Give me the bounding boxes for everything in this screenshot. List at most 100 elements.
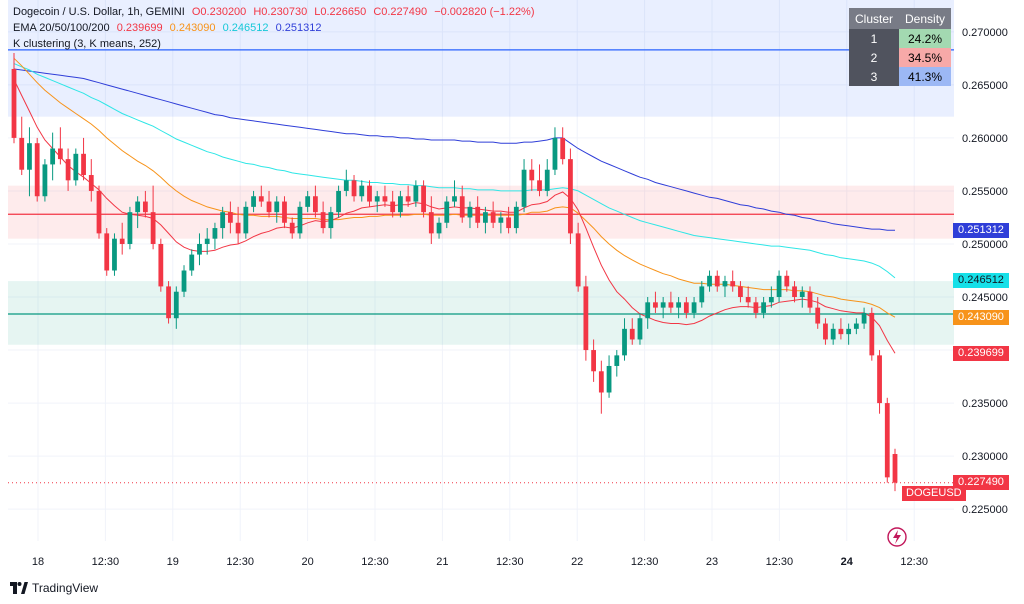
candle bbox=[204, 238, 210, 244]
candle bbox=[583, 286, 589, 351]
x-axis-tick-label: 12:30 bbox=[631, 556, 659, 568]
candle bbox=[475, 206, 481, 223]
ema100-value: 0.246512 bbox=[222, 22, 269, 34]
candle bbox=[683, 302, 689, 313]
ema50-price-label: 0.243090 bbox=[953, 309, 1009, 325]
tradingview-logo[interactable]: TradingView bbox=[10, 581, 98, 595]
y-axis-tick-label: 0.225000 bbox=[962, 504, 1008, 516]
candle bbox=[622, 328, 627, 356]
candle bbox=[846, 328, 852, 335]
x-axis-tick-label: 20 bbox=[301, 556, 313, 568]
candle bbox=[776, 275, 782, 298]
candle bbox=[544, 169, 550, 191]
cluster-id: 2 bbox=[849, 48, 900, 67]
chart-legend-ema: EMA 20/50/100/200 0.239699 0.243090 0.24… bbox=[13, 22, 325, 34]
ohlc-open: O0.230200 bbox=[191, 6, 247, 18]
cluster-zone-2 bbox=[8, 185, 954, 239]
ema100-price-label: 0.246512 bbox=[953, 273, 1009, 289]
x-axis-tick-label: 18 bbox=[32, 556, 44, 568]
candle bbox=[714, 275, 720, 287]
ticker-label: DOGEUSD bbox=[902, 486, 966, 501]
ohlc-close: C0.227490 bbox=[373, 6, 428, 18]
candle bbox=[815, 307, 821, 324]
candle bbox=[19, 137, 25, 170]
candle bbox=[830, 328, 836, 340]
candle bbox=[312, 196, 318, 213]
candle bbox=[142, 201, 148, 213]
candle bbox=[869, 312, 875, 356]
candle bbox=[877, 355, 882, 404]
candle bbox=[838, 328, 844, 335]
candle bbox=[707, 275, 712, 287]
cluster-zone-3 bbox=[8, 0, 954, 117]
candle bbox=[799, 291, 805, 298]
candle bbox=[413, 185, 419, 202]
candle bbox=[676, 302, 682, 308]
candle bbox=[158, 243, 164, 287]
lightning-bolt-icon bbox=[893, 530, 901, 544]
candle bbox=[382, 196, 388, 202]
candle bbox=[668, 302, 674, 308]
candle bbox=[73, 153, 79, 181]
ema-label: EMA 20/50/100/200 bbox=[13, 22, 110, 34]
cluster-row: 1 24.2% bbox=[849, 29, 952, 48]
candle bbox=[421, 185, 426, 213]
candle bbox=[892, 454, 898, 483]
x-axis-tick-label: 21 bbox=[436, 556, 448, 568]
chart-legend-symbol: Dogecoin / U.S. Dollar, 1h, GEMINI O0.23… bbox=[13, 6, 539, 18]
y-axis-tick-label: 0.260000 bbox=[962, 133, 1008, 145]
candle bbox=[521, 169, 527, 207]
candle bbox=[444, 201, 450, 223]
candle bbox=[351, 180, 357, 197]
cluster-header: Cluster bbox=[849, 8, 900, 29]
candle bbox=[629, 328, 635, 340]
lightning-icon bbox=[887, 527, 907, 547]
ema20-value: 0.239699 bbox=[116, 22, 163, 34]
density-header: Density bbox=[899, 8, 952, 29]
candle bbox=[112, 238, 117, 271]
candle bbox=[467, 206, 473, 218]
candle bbox=[637, 318, 643, 340]
candle bbox=[243, 206, 249, 234]
y-axis-tick-label: 0.235000 bbox=[962, 398, 1008, 410]
candle bbox=[266, 201, 272, 213]
candle bbox=[730, 281, 736, 287]
candle bbox=[768, 297, 774, 303]
cluster-density: 34.5% bbox=[899, 48, 952, 67]
candle bbox=[513, 206, 519, 229]
candle bbox=[691, 302, 697, 313]
candle bbox=[490, 212, 496, 223]
candle bbox=[305, 196, 311, 207]
candle bbox=[591, 350, 597, 372]
x-axis-tick-label: 24 bbox=[841, 556, 854, 568]
candle bbox=[598, 371, 604, 393]
x-axis-tick-label: 12:30 bbox=[226, 556, 254, 568]
candle bbox=[483, 212, 488, 223]
candle bbox=[359, 185, 365, 197]
candle bbox=[745, 297, 751, 303]
candle bbox=[181, 270, 187, 292]
candle bbox=[42, 164, 48, 197]
y-axis-tick-label: 0.265000 bbox=[962, 80, 1008, 92]
brand-name: TradingView bbox=[32, 581, 99, 595]
x-axis-tick-label: 12:30 bbox=[900, 556, 928, 568]
candle bbox=[235, 222, 241, 234]
candle bbox=[282, 201, 287, 223]
candle bbox=[660, 302, 666, 308]
candle bbox=[258, 196, 264, 202]
candle bbox=[127, 212, 133, 244]
x-axis-tick-label: 12:30 bbox=[766, 556, 794, 568]
candle bbox=[220, 212, 226, 229]
ema200-price-label: 0.251312 bbox=[953, 222, 1009, 238]
candle bbox=[405, 196, 411, 202]
candle bbox=[792, 286, 797, 298]
candle bbox=[884, 403, 890, 478]
candle bbox=[320, 212, 326, 229]
candle bbox=[50, 148, 56, 165]
y-axis-tick-label: 0.270000 bbox=[962, 27, 1008, 39]
cluster-id: 1 bbox=[849, 29, 900, 48]
candle bbox=[436, 222, 442, 234]
candle bbox=[529, 169, 535, 181]
cluster-zone-1 bbox=[8, 281, 954, 345]
